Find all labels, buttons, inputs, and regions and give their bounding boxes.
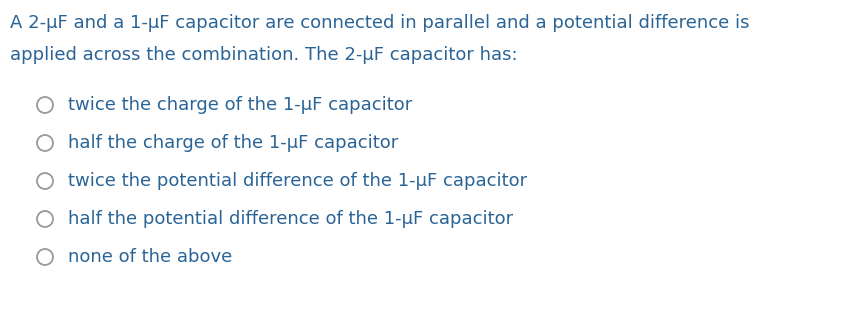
Text: half the charge of the 1-μF capacitor: half the charge of the 1-μF capacitor bbox=[68, 134, 399, 152]
Text: twice the charge of the 1-μF capacitor: twice the charge of the 1-μF capacitor bbox=[68, 96, 412, 114]
Text: none of the above: none of the above bbox=[68, 248, 232, 266]
Text: applied across the combination. The 2-μF capacitor has:: applied across the combination. The 2-μF… bbox=[10, 46, 517, 64]
Text: half the potential difference of the 1-μF capacitor: half the potential difference of the 1-μ… bbox=[68, 210, 513, 228]
Text: twice the potential difference of the 1-μF capacitor: twice the potential difference of the 1-… bbox=[68, 172, 527, 190]
Text: A 2-μF and a 1-μF capacitor are connected in parallel and a potential difference: A 2-μF and a 1-μF capacitor are connecte… bbox=[10, 14, 749, 32]
